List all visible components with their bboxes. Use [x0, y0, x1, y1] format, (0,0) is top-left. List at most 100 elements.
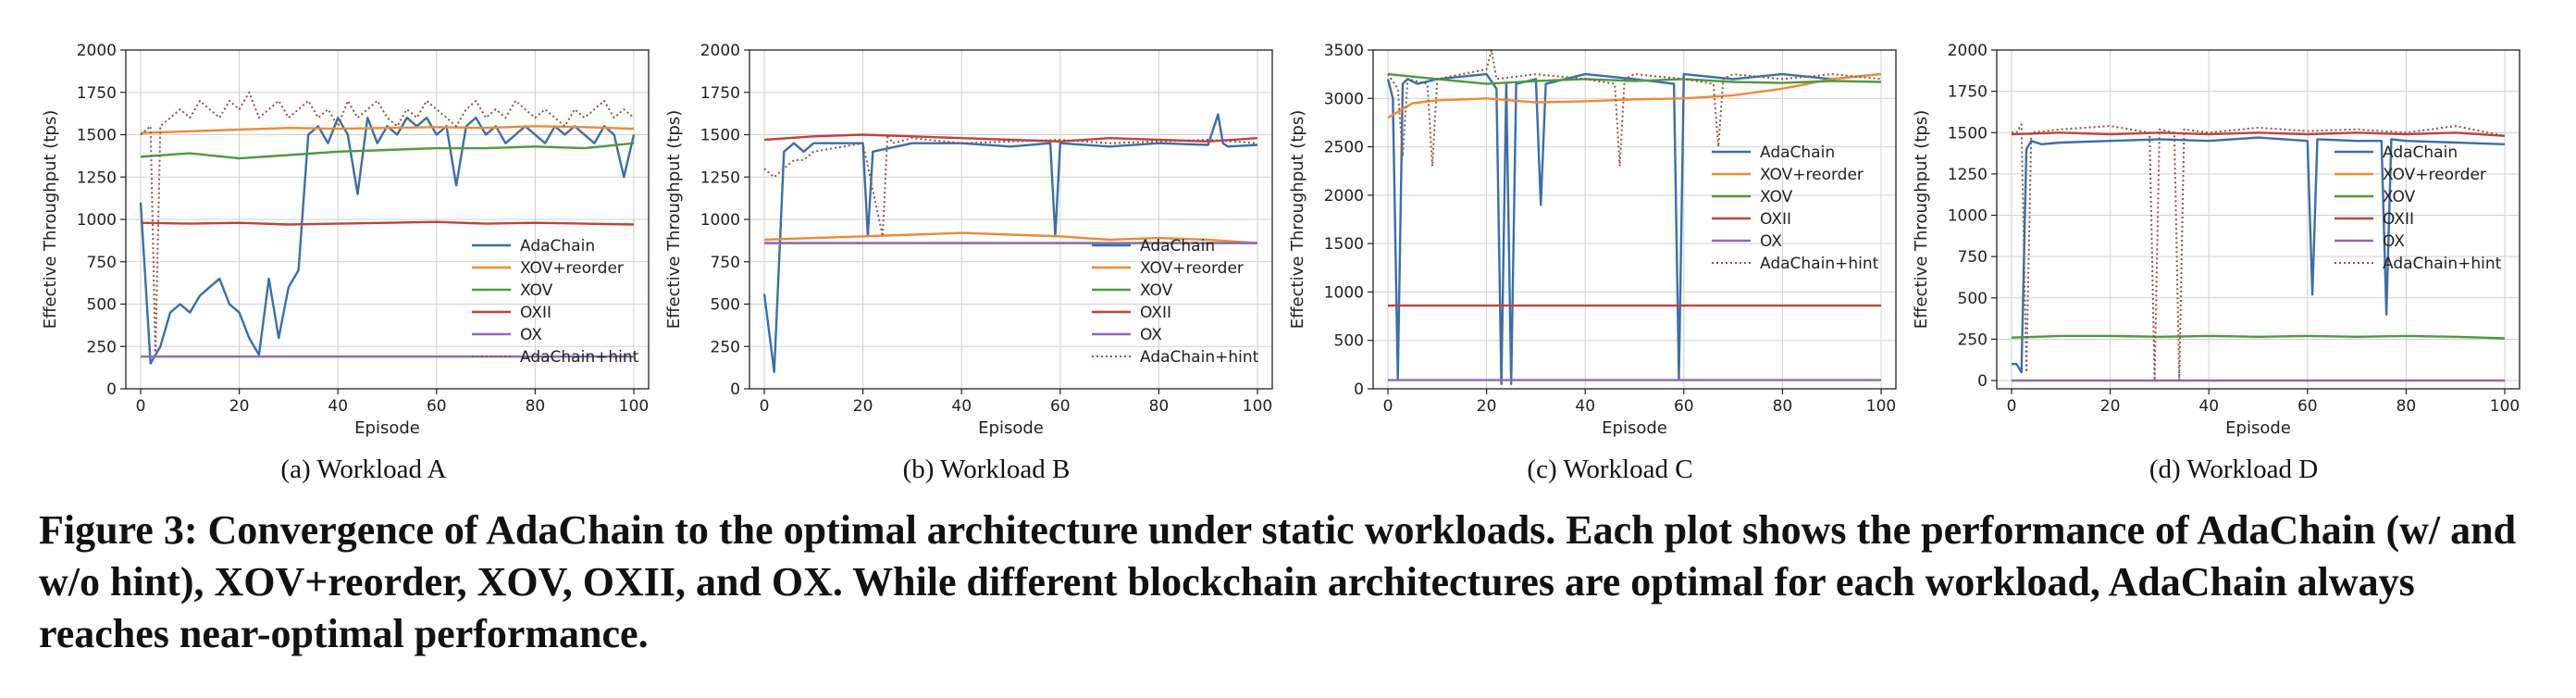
y-tick-label: 1750	[700, 84, 740, 103]
chart-panel-1: 0 20 40 60 80 1000250500750100012501500175020…	[41, 42, 650, 438]
y-tick-label: 500	[87, 296, 117, 315]
legend: AdaChain XOV+reorder XOV OXII OX AdaChain+hin…	[1712, 143, 1879, 273]
legend-label: OXII	[1760, 210, 1791, 229]
y-tick-label: 3500	[1324, 42, 1364, 60]
y-tick-label: 1000	[77, 211, 117, 230]
y-tick-label: 1250	[77, 168, 117, 187]
x-tick-label: 60	[2297, 397, 2318, 416]
y-tick-label: 1750	[77, 84, 117, 103]
legend-label: AdaChain+hint	[1760, 255, 1879, 273]
legend-label: OXII	[520, 304, 551, 322]
y-axis-label: Effective Throughput (tps)	[1912, 110, 1931, 329]
y-tick-label: 1000	[700, 211, 740, 230]
y-tick-label: 1500	[1948, 124, 1988, 143]
y-tick-label: 750	[87, 254, 117, 272]
legend-label: XOV+reorder	[520, 259, 624, 278]
series-line-xov-reorder	[763, 231, 1258, 244]
chart-panel-3: 0 20 40 60 80 1000500100015002000250030003500…	[1288, 42, 1897, 438]
y-tick-label: 1500	[77, 127, 117, 145]
chart-panel-2: 0 20 40 60 80 1000250500750100012501500175020…	[664, 42, 1273, 438]
series-line-adachain-hint	[763, 133, 1258, 238]
x-tick-label: 60	[427, 397, 447, 416]
series-line-adachain	[2012, 136, 2506, 374]
x-axis-label: Episode	[354, 418, 420, 438]
y-tick-label: 2000	[77, 42, 117, 60]
legend-label: XOV	[2383, 188, 2416, 206]
series-line-xov-reorder	[1387, 72, 1882, 119]
y-tick-label: 250	[87, 338, 117, 356]
x-tick-label: 0	[136, 397, 146, 416]
x-axis-label: Episode	[2225, 418, 2291, 438]
series-line-xov-reorder	[140, 125, 635, 134]
legend-label: XOV+reorder	[1140, 259, 1244, 278]
y-tick-label: 1750	[1948, 83, 1988, 102]
x-tick-label: 60	[1050, 397, 1071, 416]
series-line-adachain-hint	[140, 91, 635, 356]
x-axis-label: Episode	[1602, 418, 1667, 438]
x-tick-label: 40	[2198, 397, 2219, 416]
y-tick-label: 1250	[1948, 166, 1988, 184]
legend-label: OXII	[1140, 304, 1171, 322]
y-tick-label: 500	[1334, 332, 1364, 351]
y-tick-label: 0	[730, 380, 740, 399]
y-tick-label: 1250	[700, 168, 740, 187]
series-line-adachain-hint	[1387, 49, 1882, 168]
x-axis-label: Episode	[978, 418, 1044, 438]
y-axis-label: Effective Throughput (tps)	[41, 110, 60, 329]
y-tick-label: 750	[711, 254, 740, 272]
series-line-xov	[140, 142, 635, 160]
y-tick-label: 750	[1958, 248, 1988, 267]
y-tick-label: 3000	[1324, 90, 1364, 108]
legend-label: OXII	[2383, 210, 2414, 229]
y-axis-label: Effective Throughput (tps)	[1288, 110, 1307, 329]
x-tick-label: 40	[328, 397, 348, 416]
y-tick-label: 500	[711, 296, 740, 315]
subcaption-b: (b) Workload B	[902, 455, 1071, 484]
series-line-oxii	[140, 220, 635, 226]
x-tick-label: 40	[951, 397, 972, 416]
x-tick-label: 20	[853, 397, 873, 416]
legend-label: OX	[1140, 326, 1162, 344]
x-tick-label: 80	[2396, 397, 2417, 416]
series-line-adachain	[762, 113, 1258, 373]
x-tick-label: 20	[1477, 397, 1497, 416]
legend-label: XOV+reorder	[2383, 166, 2486, 184]
x-tick-label: 100	[2490, 397, 2520, 416]
y-tick-label: 0	[1354, 380, 1364, 399]
subcaption-a: (a) Workload A	[280, 455, 447, 484]
legend-label: AdaChain+hint	[2383, 255, 2502, 273]
x-tick-label: 0	[2007, 397, 2017, 416]
y-tick-label: 250	[711, 338, 740, 356]
plot-frame	[1996, 49, 2520, 390]
figure-caption: Figure 3: Convergence of AdaChain to the…	[39, 507, 2517, 656]
x-tick-label: 20	[229, 397, 250, 416]
x-tick-label: 40	[1575, 397, 1595, 416]
x-tick-label: 60	[1674, 397, 1694, 416]
y-tick-label: 1000	[1948, 207, 1988, 226]
y-tick-label: 2000	[700, 42, 740, 60]
x-tick-label: 0	[760, 397, 770, 416]
y-tick-label: 2000	[1948, 42, 1988, 60]
y-tick-label: 0	[106, 380, 117, 399]
series-line-xov	[2011, 334, 2506, 340]
y-tick-label: 0	[1977, 372, 1988, 391]
legend-label: OX	[520, 326, 542, 344]
y-tick-label: 2000	[1324, 187, 1364, 206]
legend-label: AdaChain	[1140, 237, 1215, 256]
series-line-adachain	[139, 116, 636, 365]
plot-frame	[1372, 49, 1897, 390]
subcaption-c: (c) Workload C	[1527, 455, 1693, 484]
x-tick-label: 100	[1243, 397, 1272, 416]
x-tick-label: 0	[1383, 397, 1393, 416]
subcaption-d: (d) Workload D	[2149, 455, 2319, 484]
y-tick-label: 2500	[1324, 139, 1364, 157]
legend: AdaChain XOV+reorder XOV OXII OX AdaChain+hin…	[472, 237, 639, 367]
charts-canvas: 0 20 40 60 80 1000250500750100012501500175020…	[41, 42, 2520, 438]
y-tick-label: 250	[1958, 330, 1988, 349]
legend-label: XOV	[1760, 188, 1793, 206]
legend: AdaChain XOV+reorder XOV OXII OX AdaChain+hin…	[1092, 237, 1259, 367]
legend-label: XOV	[1140, 281, 1173, 300]
y-tick-label: 1500	[700, 127, 740, 145]
legend-label: AdaChain+hint	[520, 348, 639, 367]
